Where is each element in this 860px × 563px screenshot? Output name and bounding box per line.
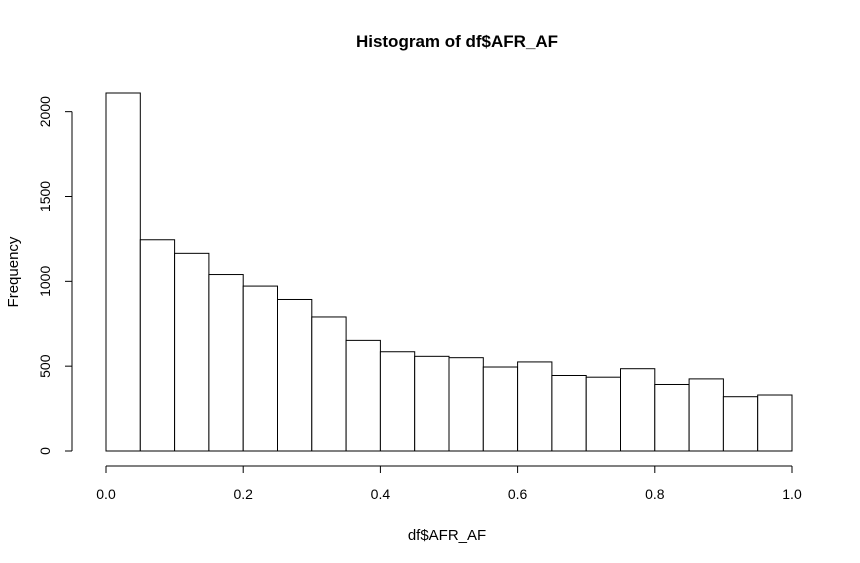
histogram-bar bbox=[448, 357, 484, 452]
x-tick-label: 0.8 bbox=[645, 486, 665, 502]
histogram-bar bbox=[208, 274, 244, 452]
histogram-bar bbox=[585, 376, 622, 452]
histogram-bar bbox=[551, 374, 587, 452]
y-tick-label: 0 bbox=[37, 447, 53, 455]
histogram-bar bbox=[139, 239, 176, 452]
x-tick-label: 0.0 bbox=[96, 486, 116, 502]
y-axis: 0 500 1000 1500 2000 bbox=[37, 96, 73, 455]
histogram-bar bbox=[277, 298, 313, 452]
histogram-bar bbox=[757, 394, 793, 452]
histogram-bar bbox=[620, 368, 656, 452]
histogram-bar bbox=[722, 396, 759, 452]
histogram-bar bbox=[482, 366, 519, 452]
y-axis-label: Frequency bbox=[5, 236, 22, 307]
bars-group bbox=[105, 92, 793, 452]
histogram-bar bbox=[242, 285, 278, 452]
chart-title: Histogram of df$AFR_AF bbox=[356, 32, 558, 51]
histogram-bar bbox=[688, 378, 724, 452]
histogram-bar bbox=[105, 92, 141, 452]
histogram-bar bbox=[345, 339, 381, 452]
x-axis-label: df$AFR_AF bbox=[408, 527, 486, 544]
y-tick-label: 2000 bbox=[37, 96, 53, 127]
x-tick-label: 0.6 bbox=[508, 486, 528, 502]
y-tick-label: 500 bbox=[37, 354, 53, 378]
histogram-bar bbox=[414, 355, 450, 452]
histogram-bar bbox=[174, 252, 210, 452]
x-tick-label: 0.2 bbox=[233, 486, 253, 502]
histogram-bar bbox=[311, 316, 347, 452]
histogram-bar bbox=[517, 361, 553, 452]
histogram-bar bbox=[654, 383, 690, 452]
y-tick-label: 1000 bbox=[37, 266, 53, 297]
x-axis: 0.0 0.2 0.4 0.6 0.8 1.0 bbox=[96, 465, 802, 502]
y-tick-label: 1500 bbox=[37, 181, 53, 212]
x-tick-label: 0.4 bbox=[371, 486, 391, 502]
x-tick-label: 1.0 bbox=[782, 486, 802, 502]
histogram-bar bbox=[379, 351, 416, 452]
